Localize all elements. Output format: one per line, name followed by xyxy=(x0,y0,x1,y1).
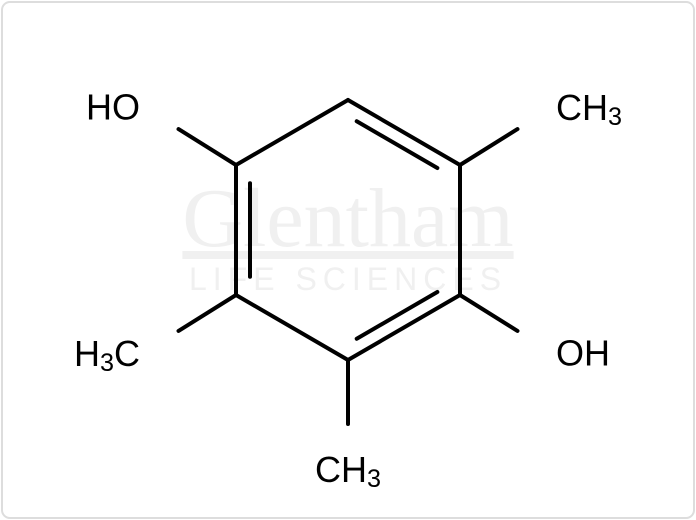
svg-text:OH: OH xyxy=(556,333,610,374)
svg-text:CH3: CH3 xyxy=(556,87,622,131)
svg-text:CH3: CH3 xyxy=(315,449,381,493)
svg-text:H3C: H3C xyxy=(74,333,140,377)
stage: Glentham LIFE SCIENCES HOCH3OHH3CCH3 xyxy=(0,0,696,520)
structure-svg: HO CH3 OH H3C CH3 xyxy=(0,0,696,520)
svg-text:HO: HO xyxy=(86,87,140,128)
